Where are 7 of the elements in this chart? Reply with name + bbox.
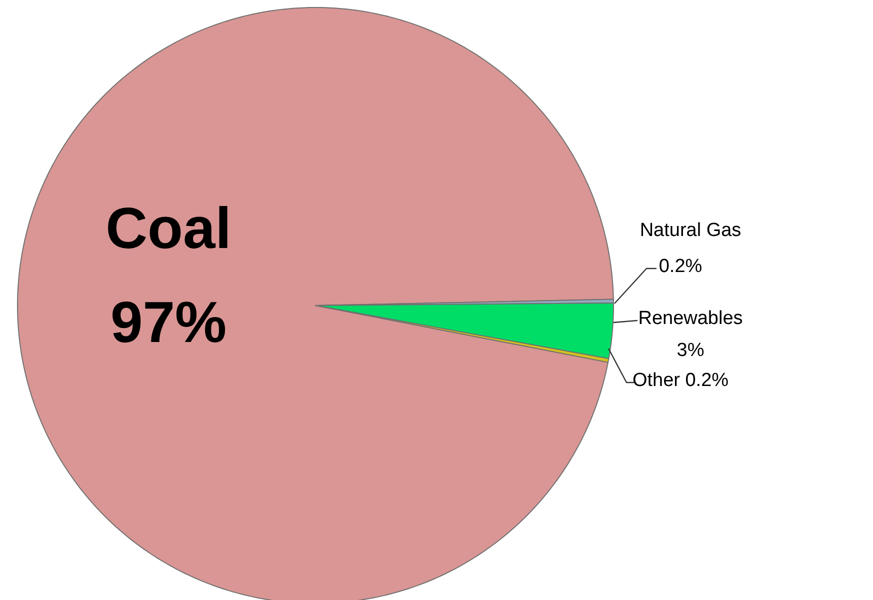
data-label: 3% (676, 340, 704, 361)
slice-label: Other 0.2% (632, 370, 729, 391)
slice-label: Coal (106, 196, 232, 261)
data-label: 0.2% (658, 256, 702, 277)
data-label: 97% (110, 290, 227, 355)
slice-label: Renewables (638, 308, 743, 329)
slice-label: Natural Gas (640, 220, 742, 241)
